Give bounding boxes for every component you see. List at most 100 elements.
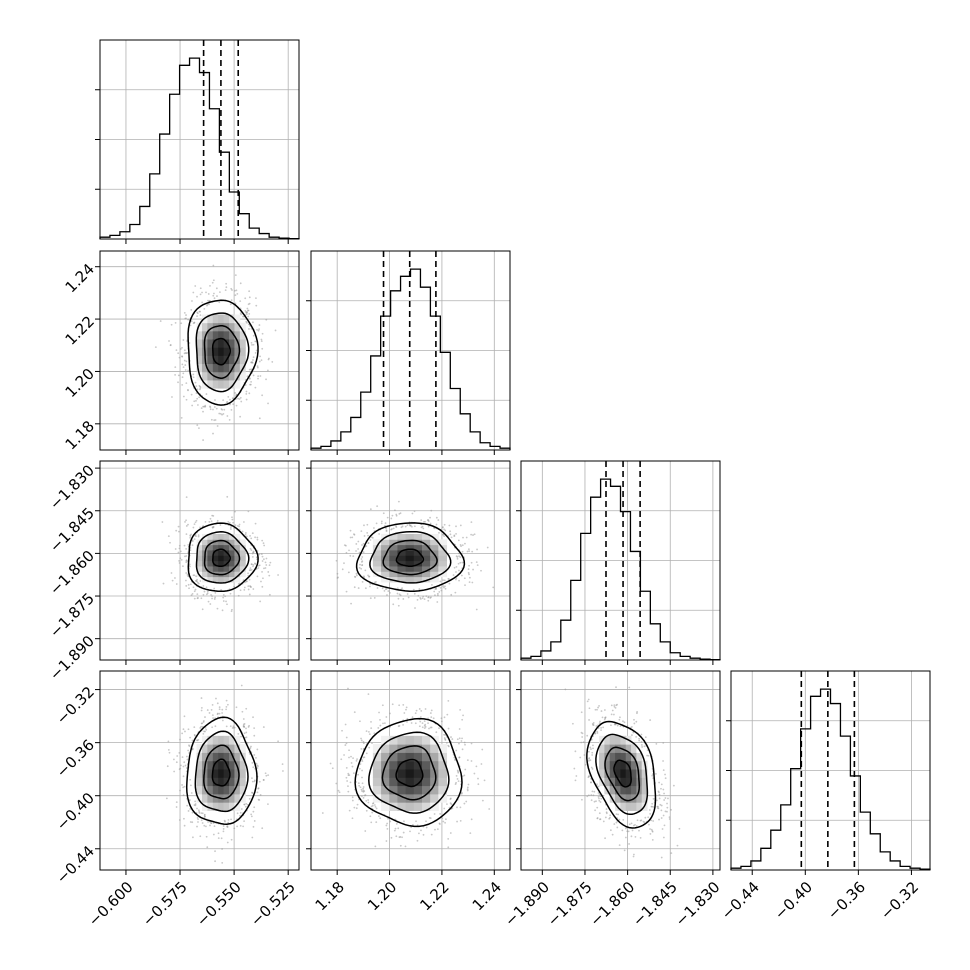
density-cell — [430, 555, 439, 562]
scatter-point — [413, 525, 416, 528]
density-cell — [212, 785, 219, 795]
scatter-point — [486, 546, 489, 549]
scatter-point — [201, 301, 204, 304]
scatter-point — [189, 784, 192, 787]
scatter-point — [267, 803, 269, 806]
density-cell — [212, 576, 219, 583]
scatter-point — [452, 574, 455, 576]
scatter-point — [419, 720, 422, 723]
scatter-point — [348, 809, 351, 812]
scatter-point — [262, 558, 265, 561]
scatter-panel-2-0 — [95, 460, 300, 665]
density-cell — [207, 744, 214, 753]
scatter-point — [335, 559, 338, 562]
scatter-point — [252, 716, 254, 719]
scatter-point — [252, 825, 255, 828]
scatter-point — [202, 585, 205, 587]
x-tick-label: 1.20 — [364, 878, 400, 914]
scatter-point — [195, 519, 198, 522]
scatter-point — [204, 520, 207, 523]
scatter-point — [564, 688, 567, 691]
scatter-point — [245, 393, 248, 395]
scatter-point — [265, 774, 268, 777]
scatter-point — [590, 794, 593, 796]
density-cell — [229, 539, 235, 546]
scatter-point — [429, 712, 432, 714]
density-cell — [207, 793, 214, 803]
scatter-point — [248, 578, 251, 581]
scatter-point — [254, 340, 257, 343]
density-cell — [234, 347, 241, 356]
scatter-point — [358, 784, 361, 787]
scatter-point — [245, 390, 248, 393]
scatter-point — [245, 320, 248, 323]
scatter-point — [200, 407, 203, 410]
scatter-point — [459, 806, 462, 809]
scatter-point — [672, 784, 675, 787]
density-cell — [389, 544, 398, 551]
scatter-point — [354, 576, 357, 578]
density-cell — [615, 744, 621, 753]
scatter-point — [459, 819, 462, 822]
scatter-point — [225, 282, 228, 285]
density-cell — [405, 802, 415, 811]
scatter-point — [596, 806, 599, 809]
scatter-point — [258, 324, 261, 326]
scatter-point — [362, 742, 365, 745]
scatter-point — [226, 703, 229, 706]
density-cell — [405, 760, 415, 770]
scatter-point — [221, 708, 224, 711]
scatter-point — [196, 388, 199, 391]
density-cell — [212, 314, 219, 324]
scatter-point — [358, 551, 361, 554]
scatter-point — [212, 264, 215, 267]
scatter-point — [351, 536, 354, 539]
scatter-point — [462, 714, 464, 717]
density-cell — [389, 785, 398, 795]
density-cell — [397, 549, 407, 556]
scatter-point — [591, 790, 594, 793]
density-cell — [381, 571, 390, 578]
scatter-point — [655, 772, 657, 775]
scatter-point — [589, 759, 592, 762]
scatter-point — [191, 539, 194, 542]
scatter-point — [468, 573, 470, 576]
density-cell — [421, 760, 431, 770]
scatter-point — [636, 819, 639, 822]
scatter-point — [670, 808, 672, 811]
scatter-point — [375, 522, 378, 525]
scatter-point — [618, 718, 621, 721]
density-cell — [615, 793, 621, 803]
density-cell — [397, 802, 407, 811]
density-cell — [212, 347, 219, 356]
scatter-point — [219, 291, 221, 294]
scatter-point — [229, 725, 232, 728]
scatter-point — [240, 808, 243, 810]
scatter-point — [211, 281, 214, 284]
scatter-point — [367, 693, 370, 695]
density-cell — [631, 744, 637, 753]
scatter-point — [256, 328, 258, 331]
density-cell — [207, 539, 214, 546]
density-cell — [636, 802, 643, 811]
scatter-point — [664, 773, 666, 776]
scatter-point — [211, 595, 213, 598]
scatter-point — [391, 703, 394, 706]
density-cell — [438, 744, 448, 753]
scatter-point — [465, 800, 468, 803]
scatter-point — [252, 359, 254, 361]
density-cell — [196, 544, 203, 551]
density-cell — [234, 379, 241, 389]
density-cell — [430, 576, 439, 583]
scatter-point — [369, 815, 372, 818]
scatter-point — [194, 588, 197, 591]
scatter-point — [196, 424, 199, 427]
contour-level-2 — [368, 731, 450, 814]
scatter-point — [635, 825, 638, 827]
scatter-point — [197, 821, 199, 823]
scatter-point — [420, 519, 423, 522]
x-tick-label: −1.830 — [672, 878, 724, 930]
density-cell — [196, 549, 203, 556]
scatter-point — [220, 837, 223, 840]
density-cell — [218, 355, 225, 365]
